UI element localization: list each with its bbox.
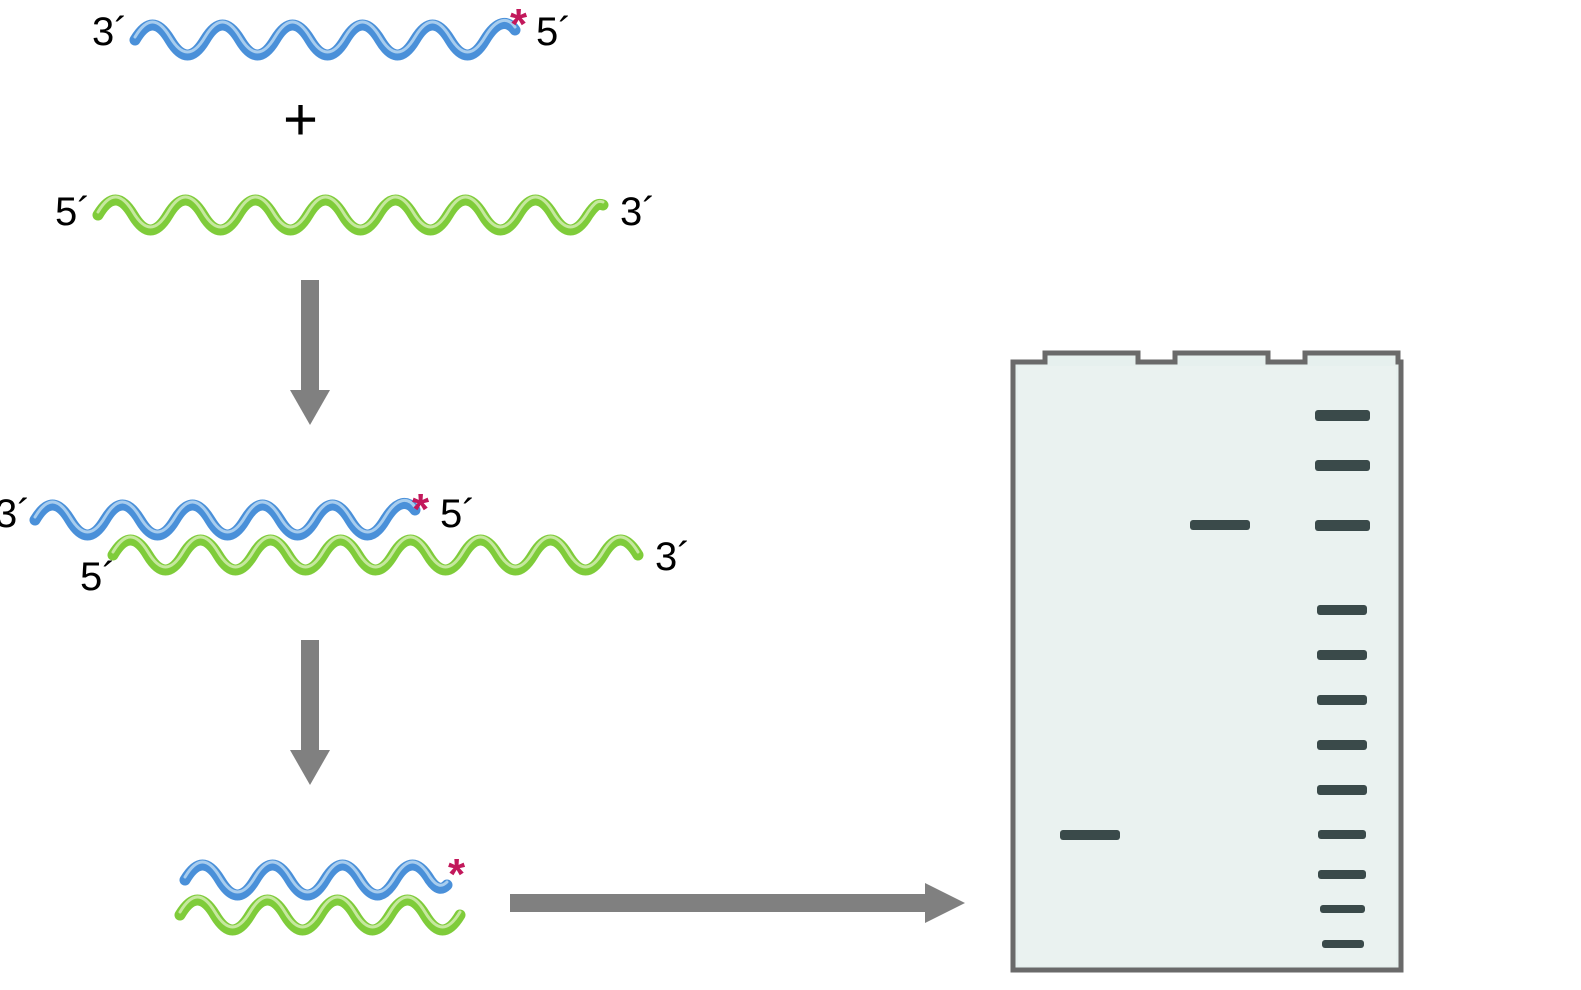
trimmed-star: * <box>448 850 465 900</box>
strand1-label-5prime: 5´ <box>536 10 572 55</box>
duplex-star: * <box>412 485 429 535</box>
strand1-label-3prime: 3´ <box>92 10 128 55</box>
duplex-green-5prime: 5´ <box>80 555 116 600</box>
plus-sign: + <box>283 85 318 154</box>
green-strand-2 <box>98 185 618 235</box>
duplex-green-3prime: 3´ <box>655 535 691 580</box>
duplex-blue-5prime: 5´ <box>440 492 476 537</box>
blue-strand-1 <box>135 15 535 65</box>
strand2-label-5prime: 5´ <box>55 190 91 235</box>
strand1-star: * <box>510 0 527 50</box>
gel-image <box>1010 350 1405 975</box>
strand2-label-3prime: 3´ <box>620 190 656 235</box>
duplex-green-strand <box>113 530 658 580</box>
arrow-right <box>510 878 970 928</box>
arrow-down-2 <box>285 640 335 790</box>
diagram-canvas: 3´ * 5´ + 5´ 3´ 3´ * 5´ 5´ 3´ * <box>0 0 1581 990</box>
arrow-down-1 <box>285 280 335 430</box>
duplex-blue-3prime: 3´ <box>0 492 31 537</box>
trimmed-green-strand <box>180 890 480 940</box>
